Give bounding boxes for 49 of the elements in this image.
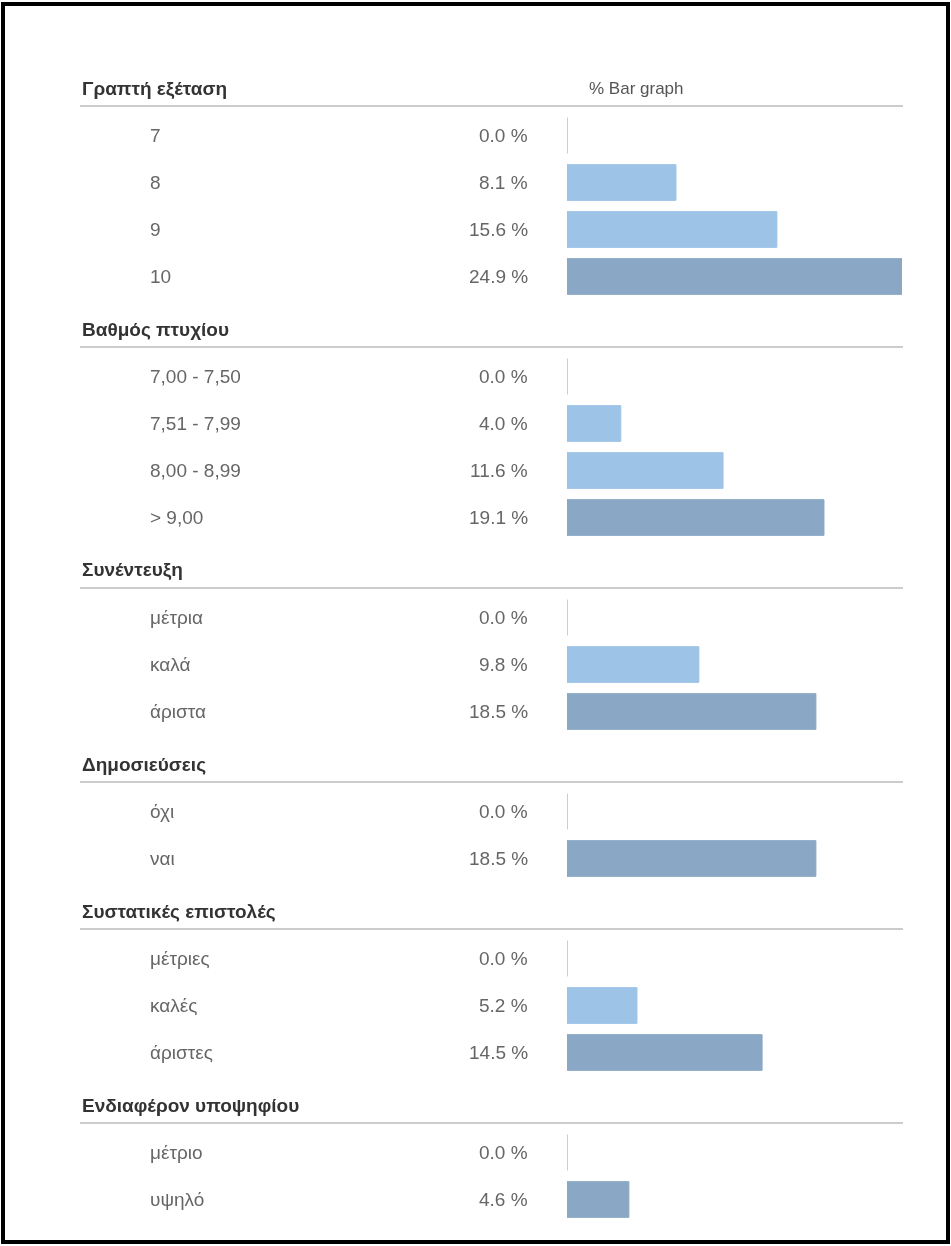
data-label: 18.5 %: [469, 848, 529, 869]
text: Συστατικές επιστολές: [82, 901, 276, 922]
data-label: 15.6 %: [469, 219, 529, 240]
data-label: 0.0 %: [479, 125, 528, 146]
data-label: 8.1 %: [479, 172, 528, 193]
y-tick-label: 7,00 - 7,50: [150, 366, 241, 387]
data-label: 5.2 %: [479, 995, 528, 1016]
y-tick-label: όχι: [150, 801, 175, 822]
y-tick-label: 7: [150, 125, 161, 146]
y-tick-label: > 9,00: [150, 507, 204, 528]
data-label: 0.0 %: [479, 801, 528, 822]
data-label: 11.6 %: [470, 460, 528, 481]
data-label: 9.8 %: [479, 654, 528, 675]
y-tick-label: μέτριες: [150, 948, 210, 969]
text: Ενδιαφέρον υποψηφίου: [82, 1095, 300, 1116]
data-label: 0.0 %: [479, 1142, 528, 1163]
data-label: 4.6 %: [479, 1189, 528, 1210]
bar: [567, 164, 677, 201]
data-label: 18.5 %: [469, 701, 529, 722]
y-tick-label: καλά: [150, 654, 191, 675]
data-label: 14.5 %: [469, 1042, 529, 1063]
chart-subtitle: % Bar graph: [589, 79, 684, 98]
data-label: 24.9 %: [469, 266, 529, 287]
bar: [567, 405, 622, 442]
y-tick-label: υψηλό: [150, 1189, 205, 1210]
y-tick-label: 10: [150, 266, 172, 287]
bar: [567, 452, 724, 489]
y-tick-label: 9: [150, 219, 161, 240]
y-tick-label: μέτρια: [150, 607, 203, 628]
data-label: 0.0 %: [479, 607, 528, 628]
y-tick-label: μέτριο: [150, 1142, 203, 1163]
text: Βαθμός πτυχίου: [82, 319, 230, 340]
bar: [567, 258, 902, 295]
y-tick-label: ναι: [150, 848, 175, 869]
bar: [567, 499, 825, 536]
data-label: 0.0 %: [479, 366, 528, 387]
y-tick-label: καλές: [150, 995, 198, 1016]
text: Δημοσιεύσεις: [82, 754, 207, 775]
y-tick-label: 8: [150, 172, 161, 193]
y-tick-label: 8,00 - 8,99: [150, 460, 241, 481]
data-label: 4.0 %: [479, 413, 528, 434]
y-tick-label: άριστα: [150, 701, 206, 722]
y-tick-label: 7,51 - 7,99: [150, 413, 241, 434]
text: Συνέντευξη: [82, 559, 183, 581]
data-label: 0.0 %: [479, 948, 528, 969]
bar: [567, 211, 778, 248]
text: Γραπτή εξέταση: [82, 78, 228, 100]
y-tick-label: άριστες: [150, 1042, 213, 1063]
data-label: 19.1 %: [469, 507, 529, 528]
